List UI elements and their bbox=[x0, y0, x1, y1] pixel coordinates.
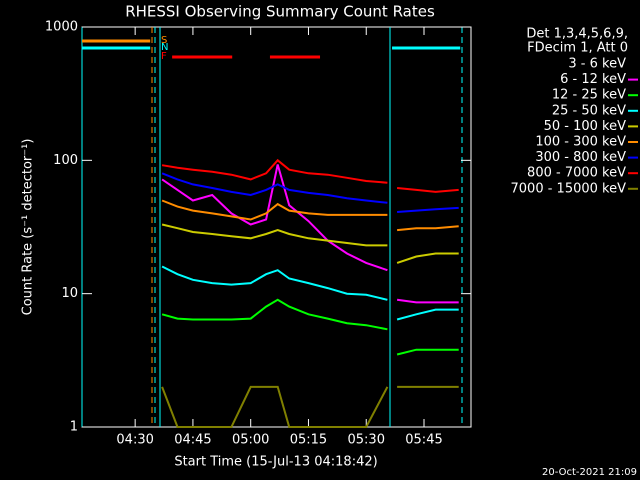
y-axis-label: Count Rate (s⁻¹ detector⁻¹) bbox=[21, 139, 36, 316]
plot-frame bbox=[81, 26, 472, 428]
legend-label: 100 - 300 keV bbox=[535, 135, 626, 150]
x-tick-label: 05:45 bbox=[405, 433, 442, 448]
series-line bbox=[161, 199, 459, 232]
series-line bbox=[161, 172, 459, 213]
flag-label: N bbox=[161, 42, 168, 53]
legend-label: 800 - 7000 keV bbox=[527, 166, 626, 181]
x-tick-label: 04:30 bbox=[116, 433, 153, 448]
series-line bbox=[161, 385, 459, 428]
y-tick-label: 10 bbox=[61, 286, 78, 301]
series-line bbox=[161, 223, 459, 264]
series-line bbox=[161, 172, 459, 380]
series-line bbox=[161, 265, 459, 321]
series-line bbox=[161, 298, 459, 356]
x-tick-label: 05:15 bbox=[290, 433, 327, 448]
legend-label: 3 - 6 keV bbox=[568, 57, 626, 72]
footnote: 20-Oct-2021 21:09 bbox=[542, 467, 637, 478]
legend-label: 12 - 25 keV bbox=[552, 88, 626, 103]
flag-label: S bbox=[161, 35, 167, 46]
y-tick-label: 1000 bbox=[45, 20, 78, 35]
legend-label: 25 - 50 keV bbox=[552, 103, 626, 118]
series-line bbox=[161, 158, 459, 193]
chart-title: RHESSI Observing Summary Count Rates bbox=[125, 3, 435, 21]
flag-label: F bbox=[161, 51, 167, 62]
legend-label: 6 - 12 keV bbox=[560, 72, 626, 87]
x-tick-label: 04:45 bbox=[174, 433, 211, 448]
legend-title: Det 1,3,4,5,6,9, bbox=[526, 27, 628, 42]
x-axis-label: Start Time (15-Jul-13 04:18:42) bbox=[174, 455, 377, 470]
y-tick-label: 100 bbox=[53, 153, 78, 168]
legend-label: 300 - 800 keV bbox=[535, 150, 626, 165]
x-tick-label: 05:00 bbox=[232, 433, 269, 448]
x-tick-label: 05:30 bbox=[348, 433, 385, 448]
legend-label: 50 - 100 keV bbox=[544, 119, 627, 134]
y-tick-label: 1 bbox=[70, 420, 78, 435]
legend-title: FDecim 1, Att 0 bbox=[527, 41, 628, 56]
series-line bbox=[161, 164, 459, 304]
legend-label: 7000 - 15000 keV bbox=[511, 181, 627, 196]
